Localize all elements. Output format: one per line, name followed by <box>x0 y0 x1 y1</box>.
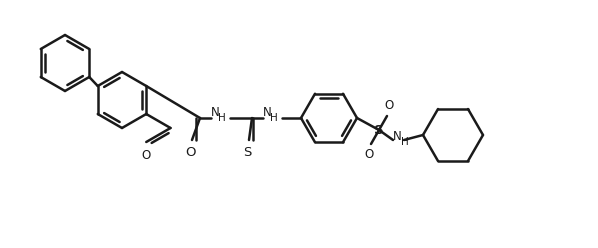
Text: O: O <box>185 146 196 159</box>
Text: N: N <box>210 106 219 120</box>
Text: O: O <box>364 148 374 161</box>
Text: N: N <box>393 129 401 143</box>
Text: O: O <box>385 99 393 112</box>
Text: S: S <box>374 124 384 136</box>
Text: H: H <box>401 137 409 147</box>
Text: H: H <box>218 113 226 123</box>
Text: S: S <box>243 146 251 159</box>
Text: O: O <box>142 149 151 162</box>
Text: H: H <box>270 113 278 123</box>
Text: N: N <box>263 106 271 120</box>
